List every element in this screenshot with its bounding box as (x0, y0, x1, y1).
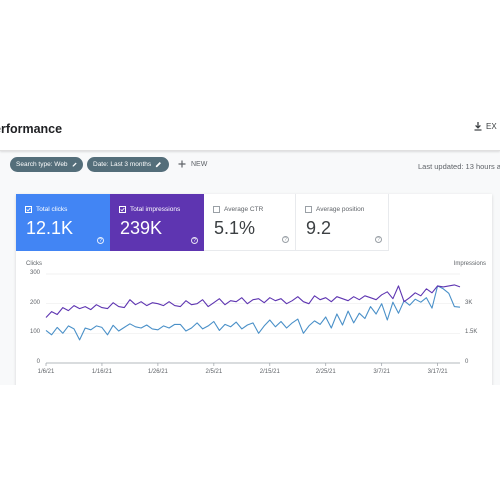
left-axis-tick: 300 (29, 270, 40, 276)
left-axis-tick: 200 (29, 299, 40, 306)
metric-label: Total impressions (130, 206, 181, 213)
plus-icon (178, 160, 186, 168)
checkbox-unchecked-icon[interactable] (213, 206, 220, 213)
page-header: erformance EX (0, 110, 500, 151)
x-axis-tick: 1/6/21 (37, 369, 55, 375)
filter-bar: Search type: Web Date: Last 3 months NEW… (0, 152, 500, 176)
metric-label: Average CTR (224, 206, 264, 213)
x-axis-tick: 2/25/21 (315, 369, 336, 375)
help-icon[interactable]: ? (97, 237, 104, 244)
right-axis-tick: 3K (465, 299, 473, 306)
help-icon[interactable]: ? (191, 237, 198, 244)
new-filter-button[interactable]: NEW (178, 160, 207, 168)
metric-label: Average position (316, 206, 365, 213)
metric-value: 12.1K (26, 218, 74, 238)
help-icon[interactable]: ? (282, 236, 289, 243)
metric-value: 5.1% (214, 218, 256, 238)
checkbox-checked-icon[interactable] (119, 206, 126, 213)
right-axis-title: Impressions (453, 261, 486, 267)
search-console-performance: erformance EX Search type: Web Date: Las… (0, 110, 500, 385)
x-axis-tick: 2/5/21 (205, 369, 223, 375)
checkbox-unchecked-icon[interactable] (305, 206, 312, 213)
series-line-total-impressions (45, 284, 461, 318)
search-type-label: Search type: Web (16, 161, 68, 168)
performance-card: Total clicks 12.1K ? Total impressions 2… (16, 194, 492, 385)
metric-value: 9.2 (306, 218, 332, 238)
left-axis-title: Clicks (26, 261, 42, 267)
new-filter-label: NEW (191, 160, 208, 168)
metric-label: Total clicks (36, 206, 68, 213)
x-axis-tick: 2/15/21 (259, 369, 280, 375)
right-axis-tick: 1.5K (465, 329, 478, 336)
checkbox-checked-icon[interactable] (25, 206, 32, 213)
x-axis-tick: 1/26/21 (147, 369, 168, 375)
x-axis-tick: 1/16/21 (91, 369, 112, 375)
series-line-total-clicks (45, 285, 461, 341)
export-label: EX (486, 122, 497, 131)
metric-total-clicks[interactable]: Total clicks 12.1K ? (16, 194, 110, 251)
edit-pencil-icon (156, 162, 162, 168)
left-axis-tick: 100 (29, 329, 40, 336)
metric-average-position[interactable]: Average position 9.2 ? (296, 194, 389, 251)
edit-pencil-icon (72, 162, 77, 167)
metric-value: 239K (120, 218, 163, 238)
right-axis-tick: 0 (465, 359, 469, 365)
page-title: erformance (0, 122, 63, 136)
last-updated-text: Last updated: 13 hours a (418, 162, 500, 171)
search-type-chip[interactable]: Search type: Web (10, 157, 83, 172)
help-icon[interactable]: ? (375, 236, 382, 243)
date-range-label: Date: Last 3 months (93, 161, 152, 168)
date-range-chip[interactable]: Date: Last 3 months (87, 157, 169, 172)
metric-average-ctr[interactable]: Average CTR 5.1% ? (204, 194, 296, 251)
chart-plot-area (45, 273, 461, 366)
metric-total-impressions[interactable]: Total impressions 239K ? (110, 194, 204, 251)
x-axis-tick: 3/17/21 (427, 369, 448, 375)
download-icon (474, 122, 482, 131)
x-axis-tick: 3/7/21 (373, 369, 391, 375)
export-button[interactable]: EX (474, 122, 497, 131)
left-axis-tick: 0 (36, 359, 40, 365)
